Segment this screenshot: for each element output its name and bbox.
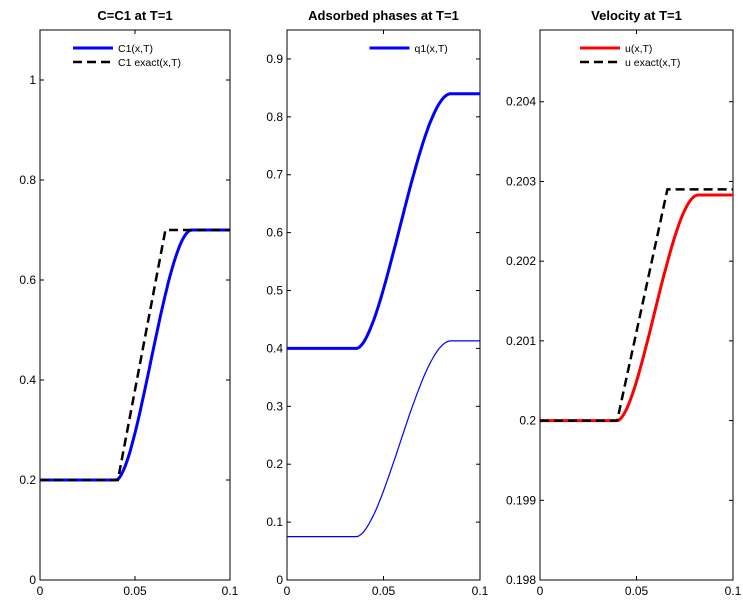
y-tick-label: 0.6 <box>266 226 283 240</box>
plot-area <box>39 29 231 581</box>
y-tick-label: 0.1 <box>266 515 283 529</box>
y-tick-label: 0.204 <box>506 95 536 109</box>
plot-area <box>286 29 481 581</box>
legend-label: C1 exact(x,T) <box>118 57 181 69</box>
y-tick-label: 0.2 <box>19 473 36 487</box>
chart-title: Adsorbed phases at T=1 <box>308 8 459 23</box>
x-tick-label: 0.1 <box>222 584 239 598</box>
x-tick-label: 0 <box>537 584 544 598</box>
y-tick-label: 0.4 <box>266 341 283 355</box>
y-tick-label: 0 <box>29 573 36 587</box>
legend-label: q1(x,T) <box>415 43 448 55</box>
y-tick-label: 0 <box>276 573 283 587</box>
x-tick-label: 0.1 <box>472 584 489 598</box>
x-tick-label: 0.1 <box>725 584 742 598</box>
plot-area <box>539 29 734 581</box>
chart-title: C=C1 at T=1 <box>97 8 172 23</box>
chart-panel-concentration: C=C1 at T=1 0 0.05 0.1 0 0.2 0.4 0.6 0.8 1 C1(x,T… <box>19 8 238 598</box>
x-tick-label: 0.05 <box>625 584 649 598</box>
y-tick-label: 0.8 <box>19 173 36 187</box>
series-line-0 <box>287 92 480 350</box>
y-tick-label: 0.202 <box>506 254 536 268</box>
y-tick-label: 0.8 <box>266 110 283 124</box>
series-line-1 <box>40 228 230 482</box>
y-tick-label: 0.6 <box>19 273 36 287</box>
x-tick-label: 0.05 <box>123 584 147 598</box>
y-tick-label: 0.203 <box>506 174 536 188</box>
chart-panel-adsorbed: Adsorbed phases at T=1 0 0.05 0.1 0 0.1 0.2 0.… <box>266 8 488 598</box>
y-tick-label: 0.7 <box>266 168 283 182</box>
y-tick-label: 0.2 <box>266 457 283 471</box>
legend-label: u(x,T) <box>625 43 652 55</box>
y-tick-label: 0.5 <box>266 284 283 298</box>
y-tick-label: 0.4 <box>19 373 36 387</box>
x-tick-label: 0.05 <box>372 584 396 598</box>
y-tick-label: 0.199 <box>506 493 536 507</box>
legend-label: u exact(x,T) <box>625 57 680 69</box>
y-tick-label: 0.2 <box>519 414 536 428</box>
y-tick-label: 0.3 <box>266 399 283 413</box>
x-tick-label: 0 <box>37 584 44 598</box>
chart-title: Velocity at T=1 <box>591 8 682 23</box>
series-line-1 <box>287 340 480 538</box>
y-tick-label: 0.201 <box>506 334 536 348</box>
legend-label: C1(x,T) <box>118 43 153 55</box>
x-tick-label: 0 <box>284 584 291 598</box>
y-tick-label: 1 <box>29 73 36 87</box>
chart-panel-velocity: Velocity at T=1 0 0.05 0.1 0.198 0.199 0.2 0.2… <box>506 8 742 598</box>
y-tick-label: 0.198 <box>506 573 536 587</box>
y-tick-label: 0.9 <box>266 52 283 66</box>
